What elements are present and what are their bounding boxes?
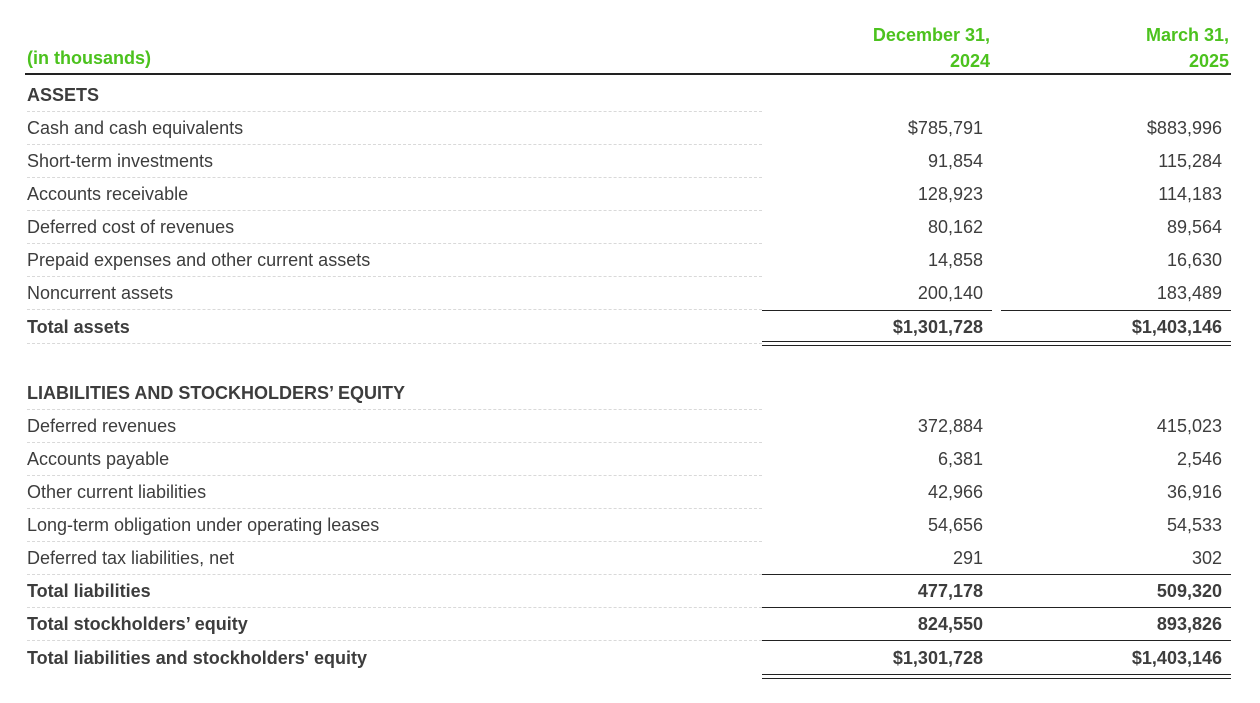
row-divider: [27, 508, 762, 509]
value-mar-2025: 54,533: [1166, 515, 1222, 535]
row-label: Prepaid expenses and other current asset…: [27, 250, 371, 270]
value-mar-2025: 302: [1191, 548, 1222, 568]
row-divider: [27, 475, 762, 476]
value-dec-2024: 824,550: [917, 614, 983, 634]
total-liabilities-row: Total liabilities 477,178 509,320: [0, 575, 1260, 608]
row-label: Total liabilities: [27, 581, 151, 601]
table-row: Accounts payable 6,381 2,546: [0, 443, 1260, 476]
total-equity-row: Total stockholders’ equity 824,550 893,8…: [0, 608, 1260, 641]
total-liabilities-and-equity-row: Total liabilities and stockholders' equi…: [0, 642, 1260, 675]
header-rule: [25, 73, 1231, 75]
row-label: Cash and cash equivalents: [27, 118, 244, 138]
total-assets-row: Total assets $1,301,728 $1,403,146: [0, 311, 1260, 344]
value-mar-2025: 415,023: [1156, 416, 1222, 436]
value-dec-2024: $1,301,728: [892, 317, 983, 337]
subtotal-rule: [762, 310, 992, 311]
value-dec-2024: 80,162: [927, 217, 983, 237]
row-divider: [27, 574, 762, 575]
table-row: Cash and cash equivalents $785,791 $883,…: [0, 112, 1260, 145]
value-mar-2025: 89,564: [1166, 217, 1222, 237]
value-dec-2024: 128,923: [917, 184, 983, 204]
table-row: Deferred revenues 372,884 415,023: [0, 410, 1260, 443]
value-dec-2024: 54,656: [927, 515, 983, 535]
value-mar-2025: 183,489: [1156, 283, 1222, 303]
table-row: Deferred cost of revenues 80,162 89,564: [0, 211, 1260, 244]
table-row: Prepaid expenses and other current asset…: [0, 244, 1260, 277]
column-header-mar-2025: March 31, 2025: [1146, 22, 1229, 74]
subtotal-rule: [762, 607, 1231, 608]
row-label: Other current liabilities: [27, 482, 207, 502]
value-mar-2025: $1,403,146: [1131, 648, 1222, 668]
row-divider: [27, 177, 762, 178]
table-row: Noncurrent assets 200,140 183,489: [0, 277, 1260, 310]
row-divider: [27, 607, 762, 608]
total-double-rule: [762, 674, 1231, 679]
table-row: Long-term obligation under operating lea…: [0, 509, 1260, 542]
total-double-rule: [762, 341, 1231, 346]
row-label: Total liabilities and stockholders' equi…: [27, 648, 368, 668]
value-mar-2025: 893,826: [1156, 614, 1222, 634]
row-divider: [27, 640, 762, 641]
table-row: Deferred tax liabilities, net 291 302: [0, 542, 1260, 575]
row-divider: [27, 144, 762, 145]
row-label: Deferred tax liabilities, net: [27, 548, 235, 568]
row-divider: [27, 541, 762, 542]
value-mar-2025: $1,403,146: [1131, 317, 1222, 337]
value-dec-2024: 477,178: [917, 581, 983, 601]
value-mar-2025: 2,546: [1176, 449, 1222, 469]
value-mar-2025: $883,996: [1146, 118, 1222, 138]
row-divider: [27, 309, 762, 310]
subtotal-rule: [762, 640, 1231, 641]
subtotal-rule: [762, 574, 1231, 575]
value-dec-2024: $785,791: [907, 118, 983, 138]
value-dec-2024: 200,140: [917, 283, 983, 303]
table-row: Short-term investments 91,854 115,284: [0, 145, 1260, 178]
value-mar-2025: 16,630: [1166, 250, 1222, 270]
value-dec-2024: 6,381: [937, 449, 983, 469]
column-header-dec-2024: December 31, 2024: [873, 22, 990, 74]
value-mar-2025: 114,183: [1158, 184, 1222, 204]
row-divider: [27, 409, 762, 410]
row-divider: [27, 276, 762, 277]
subtotal-rule: [1001, 310, 1231, 311]
value-dec-2024: 14,858: [927, 250, 983, 270]
row-label: Total assets: [27, 317, 130, 337]
row-label: Deferred revenues: [27, 416, 177, 436]
value-mar-2025: 115,284: [1158, 151, 1222, 171]
row-divider: [27, 343, 762, 344]
row-label: Deferred cost of revenues: [27, 217, 235, 237]
value-dec-2024: 291: [952, 548, 983, 568]
value-dec-2024: 42,966: [927, 482, 983, 502]
table-row: Accounts receivable 128,923 114,183: [0, 178, 1260, 211]
value-dec-2024: $1,301,728: [892, 648, 983, 668]
column-header-dec-2024-line1: December 31,: [872, 25, 990, 45]
row-label: Noncurrent assets: [27, 283, 174, 303]
table-row: Other current liabilities 42,966 36,916: [0, 476, 1260, 509]
units-label: (in thousands): [27, 48, 151, 68]
row-label: Short-term investments: [27, 151, 214, 171]
section-label: ASSETS: [27, 85, 100, 105]
row-label: Long-term obligation under operating lea…: [27, 515, 380, 535]
section-heading-assets: ASSETS: [0, 79, 1260, 112]
section-label: LIABILITIES AND STOCKHOLDERS’ EQUITY: [27, 383, 406, 403]
section-heading-liabilities: LIABILITIES AND STOCKHOLDERS’ EQUITY: [0, 377, 1260, 410]
row-divider: [27, 243, 762, 244]
row-label: Accounts receivable: [27, 184, 189, 204]
row-divider: [27, 210, 762, 211]
column-header-mar-2025-line2: 2025: [1188, 51, 1229, 71]
value-mar-2025: 509,320: [1156, 581, 1222, 601]
value-mar-2025: 36,916: [1166, 482, 1222, 502]
row-divider: [27, 111, 762, 112]
column-header-dec-2024-line2: 2024: [949, 51, 990, 71]
row-label: Accounts payable: [27, 449, 170, 469]
value-dec-2024: 91,854: [927, 151, 983, 171]
column-header-mar-2025-line1: March 31,: [1145, 25, 1229, 45]
value-dec-2024: 372,884: [917, 416, 983, 436]
row-label: Total stockholders’ equity: [27, 614, 248, 634]
row-divider: [27, 442, 762, 443]
